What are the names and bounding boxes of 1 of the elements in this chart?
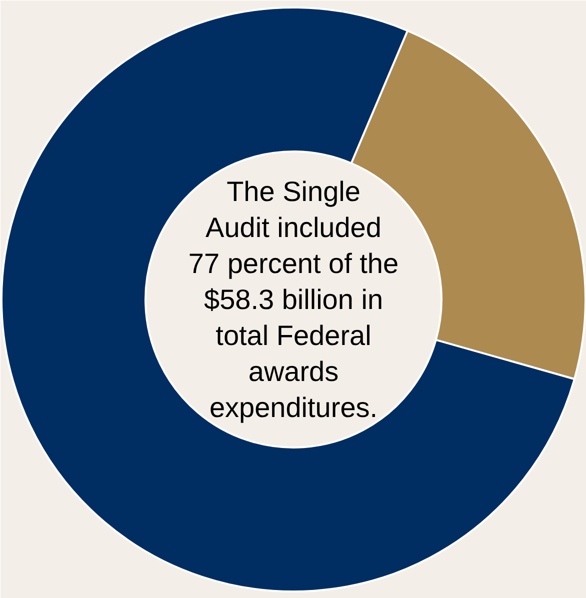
- text: The Single Audit included 77 percent of the $58.3 billion in total Federal awards expenditures.: [188, 176, 399, 423]
